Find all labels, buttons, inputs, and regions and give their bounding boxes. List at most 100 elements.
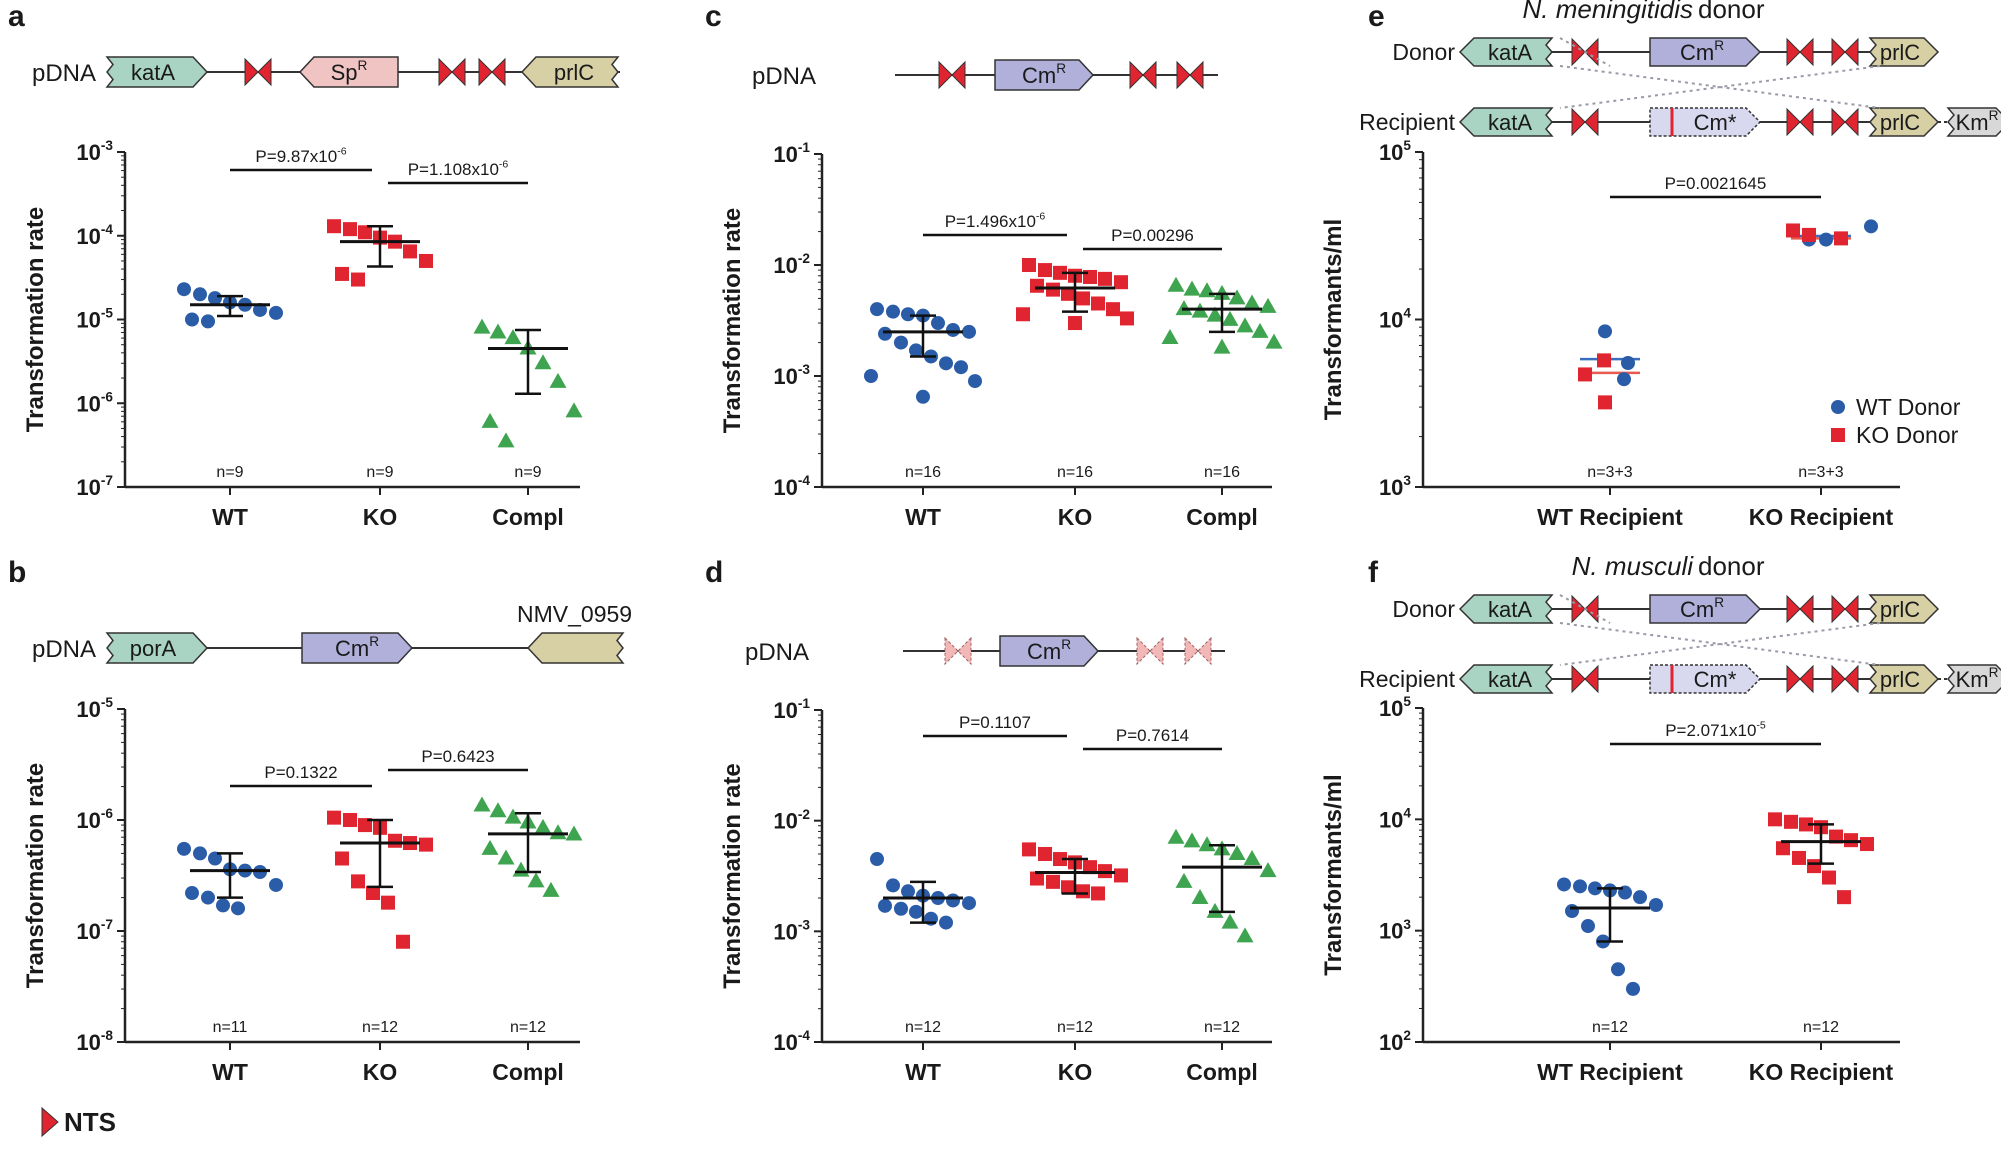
gene-porA	[105, 632, 209, 664]
x-tick-label: WT	[905, 1059, 941, 1085]
data-point	[1076, 291, 1090, 306]
data-point	[269, 305, 283, 320]
gene-label: CmR	[1680, 595, 1724, 622]
nts-right-triangle	[491, 57, 506, 87]
data-point	[534, 818, 552, 834]
y-tick-label-sup: 3	[1403, 473, 1411, 488]
gene-label-main: Cm	[1027, 639, 1061, 664]
x-tick-label: Compl	[1186, 1059, 1258, 1085]
n-label: n=3+3	[1798, 464, 1843, 481]
data-point	[1649, 898, 1663, 913]
data-point	[1091, 296, 1105, 311]
y-tick-label: 10-3	[773, 362, 810, 389]
data-point	[1206, 306, 1224, 322]
y-tick-label: 103	[1379, 917, 1411, 944]
legend-marker	[1831, 428, 1845, 442]
gene-label: katA	[1488, 110, 1532, 135]
nts-left-triangle	[1831, 664, 1846, 694]
y-tick-label: 10-1	[773, 140, 810, 167]
gene-annotation: NMV_0959	[517, 601, 632, 627]
y-tick-label-main: 10	[773, 698, 797, 723]
data-point	[1221, 310, 1239, 326]
gene-label-sup: R	[1714, 38, 1724, 53]
nts-element	[1831, 594, 1859, 624]
y-tick-label-sup: -2	[798, 807, 811, 822]
y-tick-label-main: 10	[773, 364, 797, 389]
panel-title-rest: donor	[1698, 0, 1765, 24]
nts-right-triangle	[1844, 594, 1859, 624]
data-point	[1236, 927, 1254, 943]
y-tick-label-main: 10	[1379, 1030, 1403, 1055]
pvalue-label-main: P=0.00296	[1111, 226, 1194, 245]
data-point	[1598, 395, 1612, 410]
x-tick-label: Compl	[492, 1059, 564, 1085]
data-point	[946, 893, 960, 908]
nts-element	[1129, 60, 1157, 90]
y-tick-label-main: 10	[1379, 308, 1403, 333]
gene-label: prlC	[1880, 40, 1920, 65]
panel-letter-d: d	[705, 556, 723, 589]
nts-right-triangle	[1844, 37, 1859, 67]
data-point	[1776, 841, 1790, 856]
data-point	[1053, 852, 1067, 867]
data-point	[216, 898, 230, 913]
nts-right-triangle	[257, 57, 272, 87]
data-point	[1068, 316, 1082, 331]
data-point	[208, 291, 222, 306]
nts-element	[478, 57, 506, 87]
nts-left-triangle	[1571, 107, 1586, 137]
data-point	[358, 225, 372, 240]
nts-element	[938, 60, 966, 90]
construct-row-label: Donor	[1392, 39, 1455, 65]
data-point	[1617, 372, 1631, 387]
x-tick-label: KO	[1058, 1059, 1093, 1085]
data-point	[473, 318, 491, 334]
y-tick-label-sup: -4	[101, 222, 114, 237]
gene-katA	[1458, 107, 1554, 137]
data-point	[1175, 872, 1193, 888]
gene-label: Cm*	[1694, 667, 1737, 692]
pvalue-label-sup: -6	[337, 145, 347, 157]
gene-label-main: Cm	[1680, 40, 1714, 65]
data-point	[1565, 904, 1579, 919]
data-point	[1265, 333, 1283, 349]
data-point	[343, 222, 357, 237]
gene-label-main: Sp	[331, 60, 358, 85]
data-point	[1030, 871, 1044, 886]
data-point	[208, 851, 222, 866]
data-point	[1120, 311, 1134, 326]
gene-label-main: Cm	[335, 636, 369, 661]
nts-left-triangle	[1786, 107, 1801, 137]
gene-label: katA	[1488, 40, 1532, 65]
y-tick-label: 10-2	[773, 251, 810, 278]
nts-left-triangle	[1571, 37, 1586, 67]
n-label: n=9	[514, 464, 541, 481]
data-point	[1807, 859, 1821, 874]
y-tick-label-main: 10	[76, 391, 100, 416]
y-tick-label-main: 10	[773, 1030, 797, 1055]
data-point	[1114, 275, 1128, 290]
gene-label-main: Km	[1956, 667, 1989, 692]
crossover-line	[1559, 65, 1881, 109]
data-point	[1083, 860, 1097, 875]
construct-prefix: pDNA	[32, 636, 96, 663]
gene-SpR	[298, 56, 399, 88]
nts-left-triangle	[1571, 664, 1586, 694]
data-point	[1611, 962, 1625, 977]
gene-label: porA	[130, 636, 177, 661]
pvalue-label: P=0.00296	[1111, 226, 1194, 245]
y-tick-label-sup: -3	[798, 917, 811, 932]
panel-letter-e: e	[1368, 0, 1385, 33]
data-point	[327, 810, 341, 825]
gene-label: CmR	[1022, 61, 1066, 88]
nts-left-triangle	[1136, 636, 1151, 666]
data-point	[1621, 355, 1635, 370]
pvalue-label: P=1.496x10-6	[945, 210, 1046, 231]
pvalue-label-main: P=1.496x10	[945, 212, 1036, 231]
data-point	[1030, 278, 1044, 293]
y-tick-label: 105	[1379, 694, 1411, 721]
data-point	[1819, 232, 1833, 247]
data-point	[1243, 850, 1261, 866]
y-tick-label-sup: -7	[101, 473, 113, 488]
x-tick-label: Compl	[492, 504, 564, 530]
